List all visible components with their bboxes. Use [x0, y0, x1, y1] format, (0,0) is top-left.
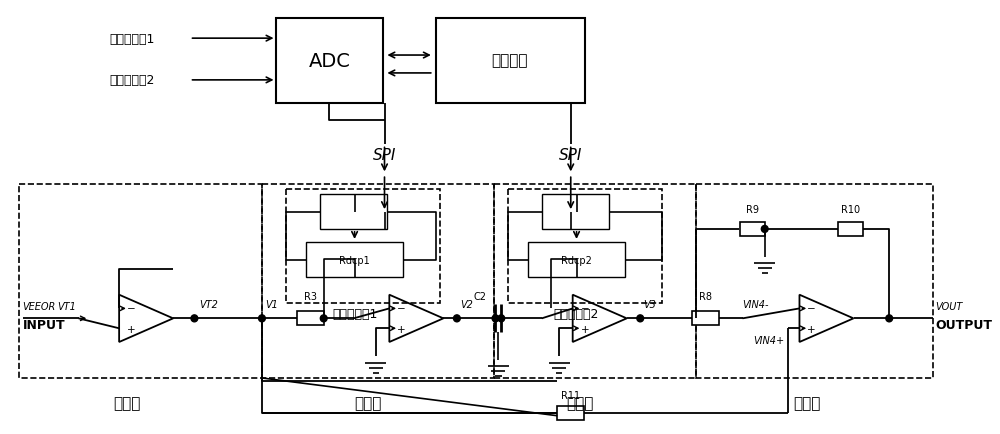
- Text: VOUT: VOUT: [936, 302, 963, 312]
- Text: Rdcp2: Rdcp2: [561, 255, 592, 265]
- Bar: [297, 312, 324, 326]
- Text: SPI: SPI: [559, 148, 582, 162]
- Bar: [557, 406, 584, 420]
- Bar: [262, 185, 494, 378]
- Text: VT2: VT2: [199, 300, 218, 310]
- Bar: [696, 185, 933, 378]
- Text: +: +: [127, 324, 136, 334]
- Text: V2: V2: [460, 300, 473, 310]
- Text: V1: V1: [265, 300, 278, 310]
- Text: VIN4-: VIN4-: [743, 300, 769, 310]
- Circle shape: [498, 315, 505, 322]
- Text: R3: R3: [304, 292, 317, 302]
- Bar: [19, 185, 262, 378]
- Text: +: +: [581, 324, 589, 334]
- Text: 第一级: 第一级: [113, 395, 141, 411]
- Text: Rdcp1: Rdcp1: [339, 255, 370, 265]
- Text: 可调电位器2: 可调电位器2: [109, 74, 154, 87]
- Circle shape: [320, 315, 327, 322]
- Text: V3: V3: [643, 300, 656, 310]
- Circle shape: [259, 315, 265, 322]
- Text: −: −: [580, 303, 589, 313]
- Bar: [286, 190, 440, 304]
- Text: +: +: [397, 324, 406, 334]
- Bar: [740, 223, 765, 237]
- Text: −: −: [397, 303, 406, 313]
- Text: VIN4+: VIN4+: [753, 335, 784, 345]
- Circle shape: [637, 315, 644, 322]
- Text: ADC: ADC: [309, 51, 350, 70]
- Text: VEEOR: VEEOR: [23, 302, 56, 312]
- Bar: [320, 195, 387, 230]
- Text: SPI: SPI: [373, 148, 396, 162]
- Text: 数字电位器2: 数字电位器2: [554, 307, 599, 320]
- Bar: [692, 312, 719, 326]
- Circle shape: [886, 315, 893, 322]
- Text: R11: R11: [561, 390, 580, 400]
- Bar: [838, 223, 863, 237]
- Text: OUTPUT: OUTPUT: [936, 318, 993, 331]
- Text: INPUT: INPUT: [23, 318, 65, 331]
- Text: 可调电位器1: 可调电位器1: [109, 33, 154, 46]
- Text: VT1: VT1: [58, 302, 76, 312]
- Text: R8: R8: [699, 292, 712, 302]
- Bar: [494, 185, 696, 378]
- Text: 第三级: 第三级: [567, 395, 594, 411]
- Circle shape: [761, 226, 768, 233]
- Text: R10: R10: [841, 204, 860, 214]
- Text: 第四级: 第四级: [793, 395, 821, 411]
- Bar: [528, 242, 625, 277]
- Text: −: −: [127, 303, 136, 313]
- Bar: [508, 190, 662, 304]
- Circle shape: [492, 315, 499, 322]
- Text: R9: R9: [746, 204, 759, 214]
- Text: 第二级: 第二级: [354, 395, 382, 411]
- Bar: [306, 242, 403, 277]
- Bar: [542, 195, 609, 230]
- Text: C2: C2: [474, 292, 487, 302]
- Text: +: +: [807, 324, 816, 334]
- Text: −: −: [807, 303, 816, 313]
- Text: 微处理器: 微处理器: [492, 53, 528, 68]
- Bar: [276, 19, 383, 103]
- Circle shape: [454, 315, 460, 322]
- Circle shape: [191, 315, 198, 322]
- Text: 数字电位器1: 数字电位器1: [332, 307, 377, 320]
- Bar: [436, 19, 585, 103]
